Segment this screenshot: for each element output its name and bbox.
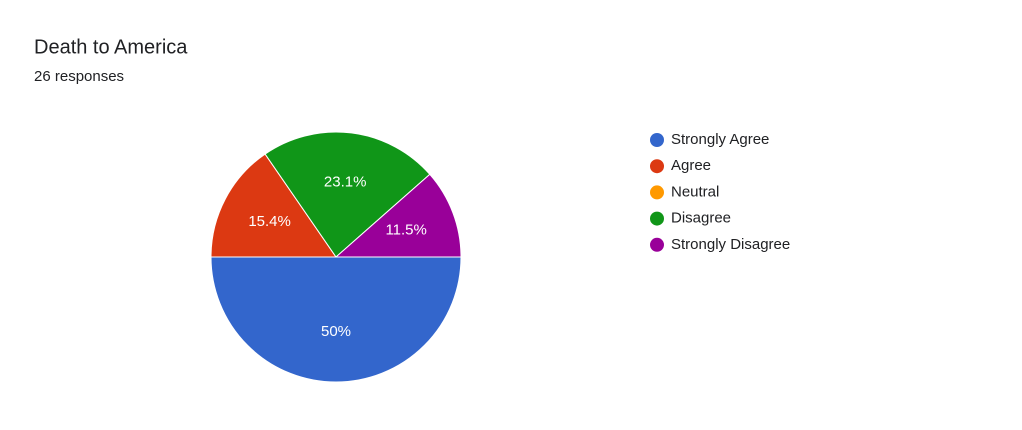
legend-swatch [650, 185, 664, 200]
legend-label: Disagree [671, 210, 731, 227]
slice-label: 50% [321, 323, 351, 340]
pie-slice [210, 256, 462, 383]
pie-slice [210, 153, 337, 258]
pie-slice [334, 173, 462, 258]
chart-title: Death to America [34, 36, 188, 58]
legend-swatch [650, 159, 664, 174]
slice-label: 23.1% [324, 174, 367, 191]
legend-swatch [650, 133, 664, 147]
slice-label: 11.5% [385, 221, 426, 238]
legend-swatch [650, 237, 664, 252]
legend-label: Neutral [671, 183, 719, 200]
legend-swatch [650, 211, 664, 226]
slice-label: 15.4% [248, 213, 291, 230]
pie-slice [264, 131, 431, 258]
legend-label: Strongly Agree [671, 131, 769, 148]
legend-label: Agree [671, 157, 711, 174]
chart-subtitle: 26 responses [34, 68, 124, 85]
legend-label: Strongly Disagree [671, 236, 790, 253]
